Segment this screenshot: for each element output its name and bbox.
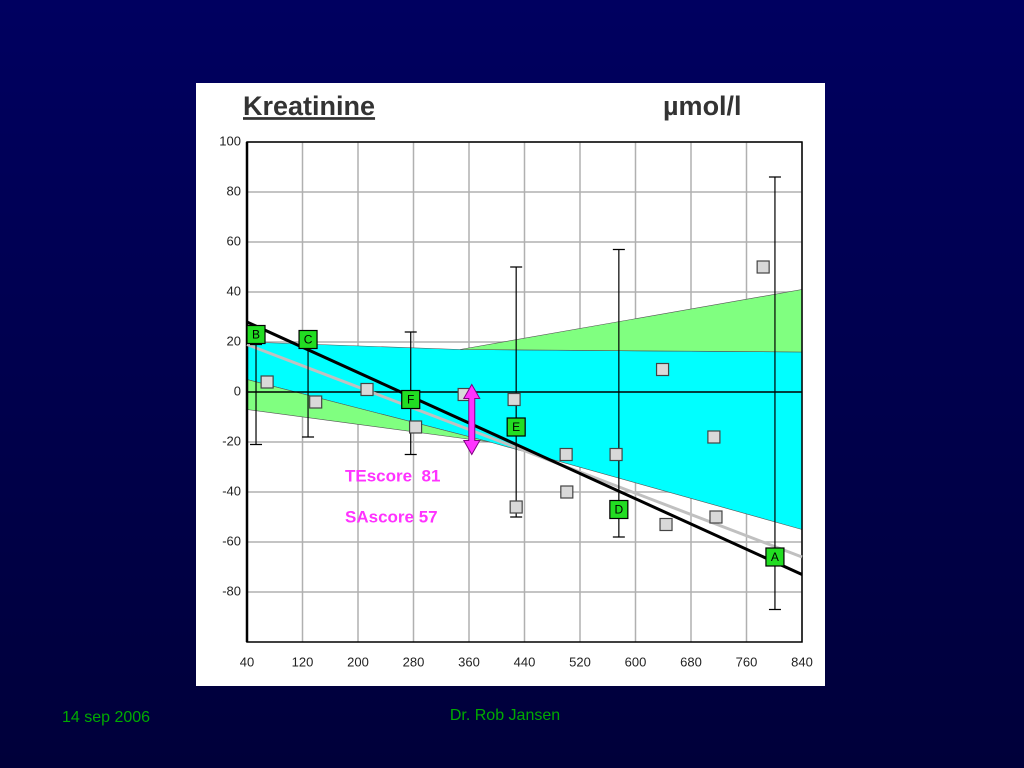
point-label: D (615, 503, 624, 517)
labeled-point (401, 389, 421, 410)
x-tick-label: 440 (514, 654, 536, 669)
labeled-point (506, 417, 526, 437)
point-label: B (252, 328, 260, 342)
x-tick-label: 280 (403, 654, 425, 669)
y-tick-label: 40 (227, 283, 241, 298)
data-point (659, 517, 673, 532)
data-point (559, 447, 573, 462)
annotation: TEscore 81 (345, 466, 440, 485)
range-arrow (462, 383, 481, 456)
point-label: E (512, 420, 520, 434)
footer-author: Dr. Rob Jansen (450, 707, 560, 724)
point-label: C (304, 333, 313, 347)
data-point (509, 500, 523, 514)
x-tick-label: 200 (347, 654, 369, 669)
x-tick-label: 120 (292, 654, 314, 669)
y-tick-label: 100 (219, 133, 241, 148)
error-bar (250, 343, 263, 446)
labeled-point (246, 324, 266, 345)
y-tick-label: -80 (222, 583, 241, 598)
trend-line (246, 320, 803, 576)
x-tick-label: 760 (736, 654, 758, 669)
data-point (609, 447, 623, 462)
error-bar (612, 248, 625, 538)
y-tick-label: 60 (227, 233, 241, 248)
y-tick-label: -60 (222, 533, 241, 548)
point-label: A (771, 550, 779, 564)
x-tick-label: 840 (791, 654, 813, 669)
x-tick-label: 600 (625, 654, 647, 669)
x-tick-label: 360 (458, 654, 480, 669)
labeled-point (609, 499, 629, 520)
error-bar (768, 176, 781, 611)
data-point (408, 420, 423, 434)
error-bar (510, 266, 523, 518)
y-tick-label: 80 (227, 183, 241, 198)
data-point (655, 362, 670, 377)
y-tick-label: -40 (222, 483, 241, 498)
x-tick-label: 680 (680, 654, 702, 669)
y-tick-label: -20 (222, 433, 241, 448)
x-tick-label: 520 (569, 654, 591, 669)
data-point (309, 395, 323, 409)
chart-title: Kreatinine (243, 91, 375, 121)
x-tick-label: 40 (240, 654, 254, 669)
data-point (507, 392, 521, 407)
point-label: F (407, 393, 414, 407)
data-point (756, 260, 770, 274)
data-point (709, 510, 723, 524)
labeled-point (765, 547, 785, 567)
y-tick-label: 20 (227, 333, 241, 348)
data-point (560, 485, 574, 499)
y-tick-label: 0 (234, 383, 241, 398)
data-point (260, 375, 274, 389)
data-point (360, 382, 374, 397)
annotation: SAscore 57 (345, 507, 438, 526)
unit: µmol/l (663, 91, 742, 121)
data-point (707, 430, 721, 444)
labeled-point (298, 329, 318, 350)
footer-date: 14 sep 2006 (62, 709, 150, 726)
